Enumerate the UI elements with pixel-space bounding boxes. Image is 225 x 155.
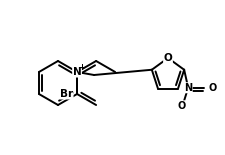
Text: N: N [73,67,81,77]
Text: O: O [177,101,185,111]
Text: +: + [79,62,86,71]
Text: Br: Br [60,89,73,99]
Text: O: O [208,83,216,93]
Text: N: N [184,83,192,93]
Text: O: O [164,53,172,63]
